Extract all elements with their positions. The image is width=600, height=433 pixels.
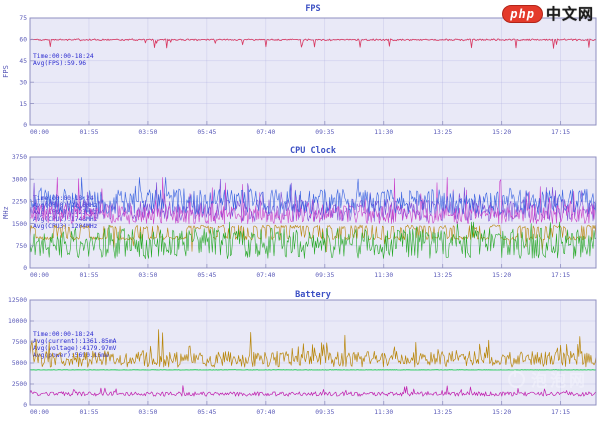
x-tick-label: 09:35 bbox=[315, 409, 334, 416]
cpu-clock-chart: CPU ClockMHzTime:00:00-18:24Avg(CPU0):22… bbox=[2, 146, 597, 279]
annotation-line: Avg(power):5690.16mW bbox=[33, 352, 109, 359]
x-tick-label: 15:20 bbox=[492, 272, 511, 279]
x-tick-label: 15:20 bbox=[492, 129, 511, 136]
x-tick-label: 13:25 bbox=[433, 272, 452, 279]
y-tick-label: 0 bbox=[23, 122, 27, 129]
x-tick-label: 00:00 bbox=[30, 272, 49, 279]
series-fps bbox=[29, 38, 597, 49]
x-tick-label: 09:35 bbox=[315, 129, 334, 136]
plot-border bbox=[29, 156, 597, 269]
y-axis-label: MHz bbox=[2, 206, 10, 219]
chart-title: CPU Clock bbox=[290, 146, 336, 156]
y-tick-label: 75 bbox=[19, 15, 27, 22]
site-watermark: php 中文网 bbox=[502, 3, 594, 24]
battery-chart: Battery Time:00:00-18:24Avg(current):1361… bbox=[8, 290, 597, 416]
x-tick-label: 01:55 bbox=[79, 409, 98, 416]
series-series-blue bbox=[29, 177, 597, 215]
annotation-line: Time:00:00-18:24 bbox=[33, 53, 94, 60]
series-power-mw bbox=[29, 329, 597, 368]
x-tick-label: 17:15 bbox=[551, 129, 570, 136]
x-tick-label: 03:50 bbox=[138, 409, 157, 416]
x-tick-label: 11:30 bbox=[374, 272, 393, 279]
y-tick-label: 1500 bbox=[12, 221, 27, 228]
chart-title: Battery bbox=[295, 290, 331, 300]
x-tick-label: 05:45 bbox=[197, 409, 216, 416]
annotation-line: Avg(FPS):59.96 bbox=[33, 60, 86, 67]
y-tick-label: 15 bbox=[19, 101, 27, 108]
y-tick-label: 10000 bbox=[8, 318, 27, 325]
annotation-line: Time:00:00-18:24 bbox=[33, 331, 94, 338]
x-tick-label: 05:45 bbox=[197, 129, 216, 136]
plot-border bbox=[29, 299, 597, 406]
chart-title: FPS bbox=[305, 4, 320, 14]
y-tick-label: 45 bbox=[19, 58, 27, 65]
series-voltage-mv bbox=[29, 369, 596, 371]
y-tick-label: 750 bbox=[16, 243, 28, 250]
x-tick-label: 09:35 bbox=[315, 272, 334, 279]
x-tick-label: 00:00 bbox=[30, 409, 49, 416]
x-tick-label: 03:50 bbox=[138, 272, 157, 279]
x-tick-label: 07:40 bbox=[256, 129, 275, 136]
x-tick-label: 07:40 bbox=[256, 272, 275, 279]
y-tick-label: 12500 bbox=[8, 297, 27, 304]
y-tick-label: 0 bbox=[23, 402, 27, 409]
series-series-magenta bbox=[29, 177, 597, 225]
series-series-green bbox=[29, 221, 597, 260]
y-tick-label: 60 bbox=[19, 37, 27, 44]
annotation-line: Avg(CPU3):1204MHz bbox=[33, 223, 98, 230]
x-tick-label: 01:55 bbox=[79, 272, 98, 279]
site-name-text: 中文网 bbox=[545, 5, 594, 23]
y-tick-label: 30 bbox=[19, 79, 27, 86]
y-tick-label: 3750 bbox=[12, 154, 27, 161]
x-tick-label: 05:45 bbox=[197, 272, 216, 279]
series-current-ma bbox=[29, 385, 597, 397]
y-axis-label: FPS bbox=[2, 65, 10, 78]
x-tick-label: 07:40 bbox=[256, 409, 275, 416]
y-tick-label: 7500 bbox=[12, 339, 27, 346]
plot-border bbox=[29, 17, 597, 126]
x-tick-label: 13:25 bbox=[433, 129, 452, 136]
x-tick-label: 13:25 bbox=[433, 409, 452, 416]
y-tick-label: 2250 bbox=[12, 199, 27, 206]
x-tick-label: 17:15 bbox=[551, 272, 570, 279]
annotation-line: Avg(voltage):4179.97mV bbox=[33, 345, 117, 352]
y-tick-label: 2500 bbox=[12, 381, 27, 388]
annotation-line: Avg(current):1361.85mA bbox=[33, 338, 117, 345]
y-tick-label: 0 bbox=[23, 265, 27, 272]
annotation-line: Avg(CPU1):1923MHz bbox=[33, 209, 98, 216]
x-tick-label: 01:55 bbox=[79, 129, 98, 136]
php-logo: php bbox=[502, 4, 543, 23]
x-tick-label: 00:00 bbox=[30, 129, 49, 136]
x-tick-label: 11:30 bbox=[374, 409, 393, 416]
plot-area bbox=[30, 18, 596, 125]
y-tick-label: 3000 bbox=[12, 176, 27, 183]
y-tick-label: 5000 bbox=[12, 360, 27, 367]
x-tick-label: 11:30 bbox=[374, 129, 393, 136]
x-tick-label: 03:50 bbox=[138, 129, 157, 136]
x-tick-label: 17:15 bbox=[551, 409, 570, 416]
x-tick-label: 15:20 bbox=[492, 409, 511, 416]
